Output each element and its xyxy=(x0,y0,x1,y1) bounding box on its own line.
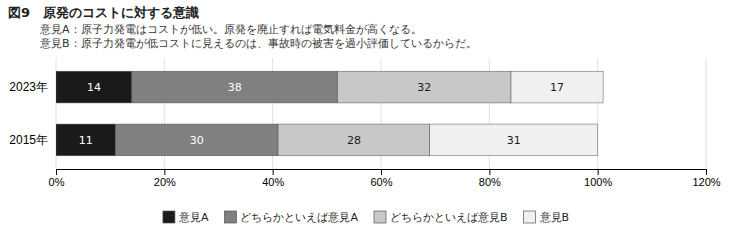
legend-item: 意見B xyxy=(524,211,570,224)
x-tick-label: 60% xyxy=(370,176,392,188)
data-label: 32 xyxy=(417,81,431,94)
legend-label: どちらかといえば意見A xyxy=(240,211,358,224)
legend-swatch xyxy=(163,211,175,223)
x-tick-label: 100% xyxy=(584,176,612,188)
bar xyxy=(132,71,338,103)
x-tick-label: 20% xyxy=(154,176,176,188)
legend-swatch xyxy=(224,211,236,223)
data-label: 14 xyxy=(87,81,101,94)
bar xyxy=(511,71,603,103)
x-tick-label: 120% xyxy=(692,176,720,188)
x-tick: 80% xyxy=(479,169,501,188)
x-tick-mark xyxy=(273,169,274,175)
data-label: 31 xyxy=(507,134,521,147)
x-tick-mark xyxy=(598,169,599,175)
legend-swatch xyxy=(374,211,386,223)
x-tick-mark xyxy=(706,169,707,175)
y-tick-label: 2023年 xyxy=(9,80,48,94)
bar xyxy=(56,71,132,103)
axis-line xyxy=(57,170,707,176)
data-label: 17 xyxy=(550,81,564,94)
bars xyxy=(56,71,603,156)
x-tick: 100% xyxy=(584,169,612,188)
x-tick: 60% xyxy=(370,169,392,188)
data-label: 30 xyxy=(190,134,204,147)
x-tick-mark xyxy=(381,169,382,175)
x-tick: 20% xyxy=(154,169,176,188)
legend-label: どちらかといえば意見B xyxy=(390,211,508,224)
data-label: 28 xyxy=(347,134,361,147)
legend-swatch xyxy=(524,211,536,223)
bar xyxy=(430,124,598,156)
x-tick: 120% xyxy=(692,169,720,188)
subtitle: 意見A：原子力発電はコストが低い。原発を廃止すれば電気料金が高くなる。 xyxy=(39,23,422,36)
chart: 図9 原発のコストに対する意識意見A：原子力発電はコストが低い。原発を廃止すれば… xyxy=(0,0,732,231)
x-tick-mark xyxy=(164,169,165,175)
x-axis: 0% 20% 40% 60% 80% 100% 120% xyxy=(49,169,721,188)
x-tick-label: 0% xyxy=(49,176,65,188)
legend-item: どちらかといえば意見B xyxy=(374,211,508,224)
x-tick: 40% xyxy=(262,169,284,188)
legend-item: どちらかといえば意見A xyxy=(224,211,358,224)
y-tick: 2015年 xyxy=(9,133,48,147)
x-tick-mark xyxy=(489,169,490,175)
legend: 意見A どちらかといえば意見A どちらかといえば意見B 意見B xyxy=(163,211,569,224)
legend-item: 意見A xyxy=(163,211,209,224)
plot: 14 38 32 17 11 30 28 31 0% 20% 40% 60% 80% 100% 120% 20… xyxy=(9,58,720,188)
legend-label: 意見B xyxy=(539,211,570,224)
data-label: 38 xyxy=(228,81,242,94)
data-labels: 14 38 32 17 11 30 28 31 xyxy=(79,81,564,147)
y-tick: 2023年 xyxy=(9,80,48,94)
bar xyxy=(338,71,511,103)
data-label: 11 xyxy=(79,134,93,147)
x-tick-mark xyxy=(56,169,57,175)
x-tick: 0% xyxy=(49,169,65,188)
bar xyxy=(116,124,278,156)
x-tick-label: 40% xyxy=(262,176,284,188)
grid xyxy=(56,58,706,169)
x-tick-label: 80% xyxy=(479,176,501,188)
subtitle: 意見B：原子力発電が低コストに見えるのは、事故時の被害を過小評価しているからだ。 xyxy=(39,37,477,50)
y-tick-label: 2015年 xyxy=(9,133,48,147)
grid-line xyxy=(706,58,707,169)
legend-label: 意見A xyxy=(178,211,209,224)
title: 図9 原発のコストに対する意識 xyxy=(8,5,199,20)
bar xyxy=(56,124,116,156)
y-axis: 2023年 2015年 xyxy=(9,80,48,147)
bar xyxy=(278,124,430,156)
